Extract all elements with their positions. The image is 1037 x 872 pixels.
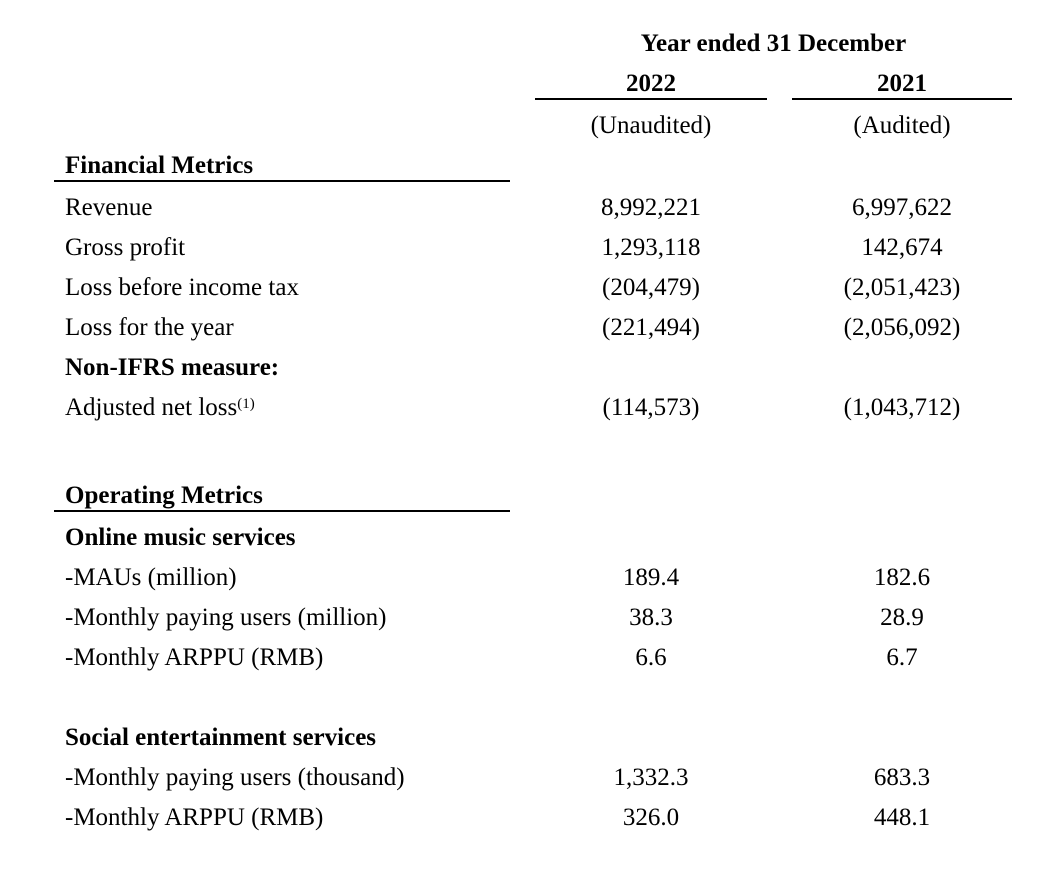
column-header-2022: 2022 bbox=[535, 58, 767, 100]
cell-value-2021: 683.3 bbox=[873, 764, 931, 791]
section-heading-row: Financial Metrics bbox=[54, 140, 1012, 182]
table-row: -Monthly ARPPU (RMB) 6.6 6.7 bbox=[54, 632, 1012, 672]
row-label: Revenue bbox=[65, 194, 153, 221]
row-label-adjusted-net-loss: Adjusted net loss(1) bbox=[54, 382, 510, 422]
footnote-marker: (1) bbox=[237, 396, 255, 412]
subsection-heading-social-entertainment: Social entertainment services bbox=[65, 724, 377, 751]
cell-value-2021: (2,051,423) bbox=[843, 274, 961, 301]
table-row: -MAUs (million) 189.4 182.6 bbox=[54, 552, 1012, 592]
table-row: Revenue 8,992,221 6,997,622 bbox=[54, 181, 1012, 222]
cell-value-2022: 6.6 bbox=[635, 644, 667, 671]
spacer-row bbox=[54, 672, 1012, 712]
row-label: Loss before income tax bbox=[65, 274, 299, 301]
audit-status-2022: (Unaudited) bbox=[590, 112, 712, 139]
subsection-heading-row: Social entertainment services bbox=[54, 712, 1012, 752]
row-label: Adjusted net loss bbox=[65, 394, 238, 421]
table-row: -Monthly ARPPU (RMB) 326.0 448.1 bbox=[54, 792, 1012, 832]
cell-value-2021: 142,674 bbox=[861, 234, 943, 261]
cell-value-2022: 1,293,118 bbox=[601, 234, 701, 261]
table-row: -Monthly paying users (million) 38.3 28.… bbox=[54, 592, 1012, 632]
table-row: Gross profit 1,293,118 142,674 bbox=[54, 222, 1012, 262]
spacer-row bbox=[54, 422, 1012, 470]
row-label: -Monthly ARPPU (RMB) bbox=[65, 644, 324, 671]
subsection-heading-row: Non-IFRS measure: bbox=[54, 342, 1012, 382]
row-label: -Monthly paying users (million) bbox=[65, 604, 387, 631]
table-row: Loss before income tax (204,479) (2,051,… bbox=[54, 262, 1012, 302]
row-label: -Monthly ARPPU (RMB) bbox=[65, 804, 324, 831]
period-header-row: Year ended 31 December bbox=[54, 18, 1012, 58]
period-header: Year ended 31 December bbox=[640, 30, 907, 57]
table-row: Adjusted net loss(1) (114,573) (1,043,71… bbox=[54, 382, 1012, 422]
table-row: -Monthly paying users (thousand) 1,332.3… bbox=[54, 752, 1012, 792]
financial-summary-table: Year ended 31 December 2022 2021 (Unaudi… bbox=[54, 18, 1012, 832]
section-heading-financial-metrics: Financial Metrics bbox=[54, 140, 510, 182]
cell-value-2021: (2,056,092) bbox=[843, 314, 961, 341]
cell-value-2022: (204,479) bbox=[602, 274, 700, 301]
year-header-row: 2022 2021 bbox=[54, 58, 1012, 100]
cell-value-2021: 28.9 bbox=[880, 604, 924, 631]
cell-value-2021: 182.6 bbox=[873, 564, 931, 591]
cell-value-2022: (114,573) bbox=[602, 394, 700, 421]
cell-value-2022: 8,992,221 bbox=[601, 194, 701, 221]
cell-value-2021: 6.7 bbox=[886, 644, 918, 671]
row-label: Gross profit bbox=[65, 234, 186, 261]
subsection-heading-online-music: Online music services bbox=[65, 524, 296, 551]
row-label: -MAUs (million) bbox=[65, 564, 237, 591]
cell-value-2022: (221,494) bbox=[602, 314, 700, 341]
cell-value-2022: 326.0 bbox=[622, 804, 680, 831]
cell-value-2022: 1,332.3 bbox=[613, 764, 689, 791]
audit-status-row: (Unaudited) (Audited) bbox=[54, 99, 1012, 140]
section-heading-operating-metrics: Operating Metrics bbox=[54, 470, 510, 512]
cell-value-2021: (1,043,712) bbox=[843, 394, 961, 421]
subsection-heading-non-ifrs: Non-IFRS measure: bbox=[65, 354, 280, 381]
cell-value-2022: 189.4 bbox=[622, 564, 680, 591]
table-row: Loss for the year (221,494) (2,056,092) bbox=[54, 302, 1012, 342]
row-label: -Monthly paying users (thousand) bbox=[65, 764, 405, 791]
cell-value-2022: 38.3 bbox=[629, 604, 673, 631]
cell-value-2021: 6,997,622 bbox=[852, 194, 952, 221]
row-label: Loss for the year bbox=[65, 314, 234, 341]
audit-status-2021: (Audited) bbox=[853, 112, 951, 139]
subsection-heading-row: Online music services bbox=[54, 511, 1012, 552]
cell-value-2021: 448.1 bbox=[873, 804, 931, 831]
column-header-2021: 2021 bbox=[792, 58, 1012, 100]
section-heading-row: Operating Metrics bbox=[54, 470, 1012, 512]
